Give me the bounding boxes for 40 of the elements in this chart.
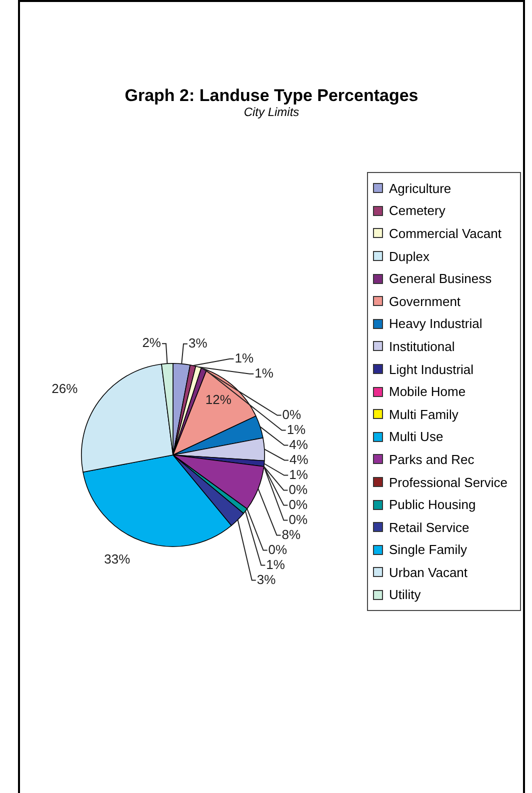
legend-label: Single Family — [389, 542, 468, 558]
text: 0% — [282, 406, 302, 422]
data-label: 1% — [234, 350, 254, 366]
legend-label: Light Industrial — [389, 362, 474, 377]
data-label: 2% — [142, 335, 162, 350]
data-label: 3% — [188, 335, 208, 350]
legend-label: Public Housing — [389, 497, 476, 512]
data-label: 3% — [256, 572, 276, 587]
data-label: 1% — [289, 466, 308, 482]
legend-label: Duplex — [389, 248, 430, 264]
legend-label: General Business — [389, 271, 492, 286]
legend-label: Urban Vacant — [389, 564, 468, 580]
legend-label: Government — [389, 294, 461, 309]
chart-title: Graph 2: Landuse Type Percentages — [124, 86, 420, 106]
text: 0% — [288, 496, 308, 512]
legend-label: Utility — [389, 587, 421, 602]
data-label: 4% — [289, 436, 308, 452]
legend-label: Parks and Rec — [389, 452, 474, 467]
legend-label: Institutional — [389, 338, 455, 354]
legend-label: Commercial Vacant — [389, 226, 502, 241]
legend-label: Multi Family — [389, 406, 458, 422]
legend-label: Retail Service — [389, 520, 470, 535]
chart-subtitle: City Limits — [242, 105, 300, 119]
text: 0% — [268, 542, 288, 557]
data-label: 1% — [286, 422, 306, 437]
legend-label: Mobile Home — [389, 384, 466, 400]
text: 0% — [288, 512, 308, 527]
legend-label: Cemetery — [389, 203, 446, 218]
data-label: 1% — [266, 556, 286, 572]
legend-label: Agriculture — [389, 180, 452, 196]
legend-label: Heavy Industrial — [389, 316, 482, 332]
data-label: 8% — [282, 526, 301, 542]
data-label: 33% — [104, 552, 131, 567]
text: 0% — [288, 482, 308, 497]
legend-label: Professional Service — [389, 474, 508, 490]
data-label: 4% — [289, 452, 309, 467]
data-label: 26% — [52, 380, 78, 396]
data-label: 12% — [205, 392, 232, 407]
legend-label: Multi Use — [389, 429, 444, 444]
data-label: 1% — [254, 365, 274, 380]
